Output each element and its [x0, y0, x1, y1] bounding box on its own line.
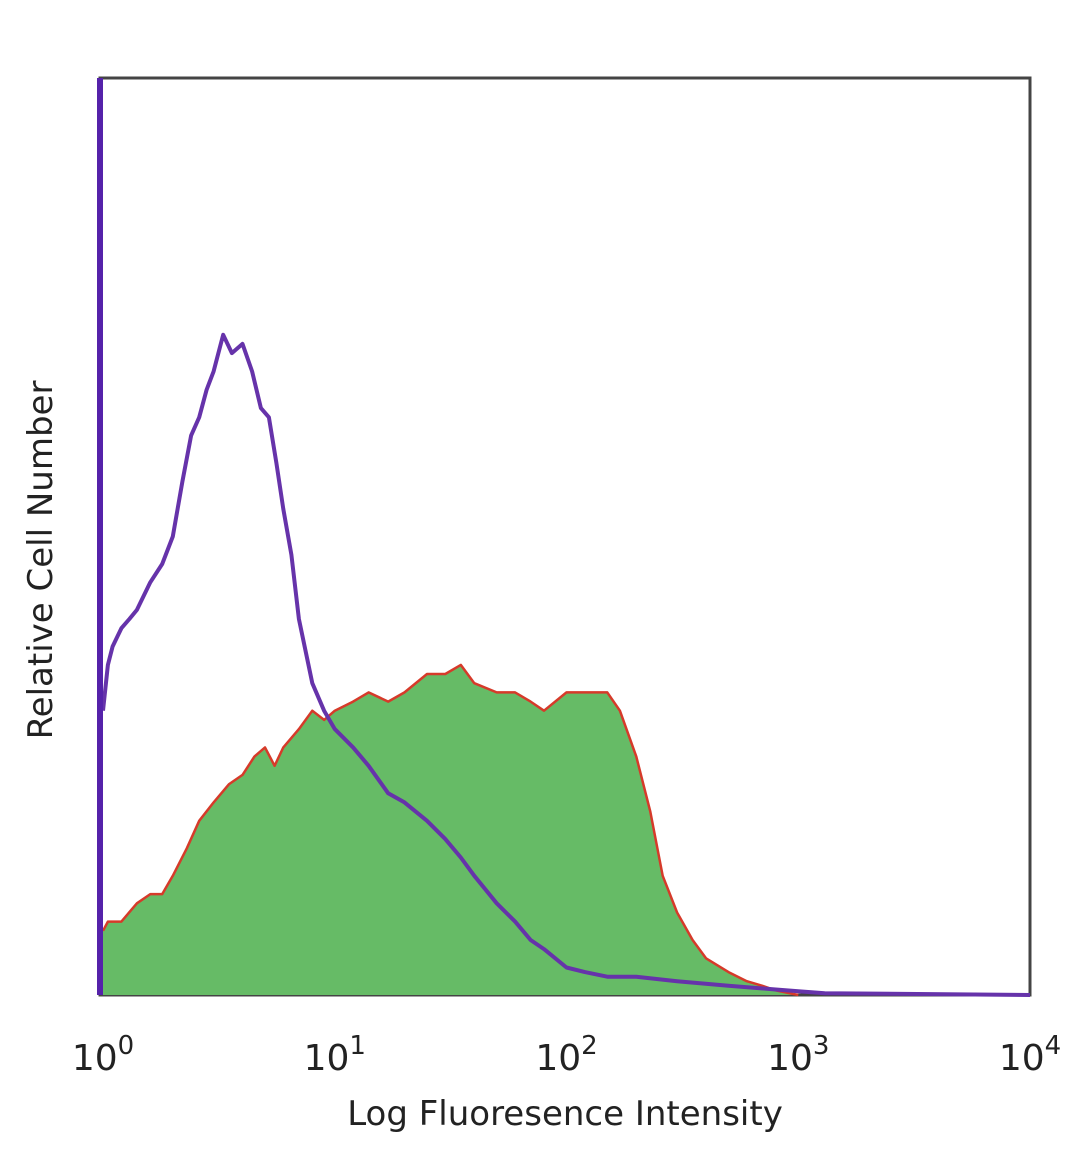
x-tick-exponent-2: 2: [581, 1031, 598, 1061]
x-tick-base-3: 10: [767, 1038, 813, 1079]
x-tick-base-1: 10: [304, 1038, 350, 1079]
x-tick-label-2: 102: [535, 1031, 597, 1079]
x-tick-exponent-1: 1: [349, 1031, 366, 1061]
series-1-line: [101, 332, 1031, 997]
x-tick-label-3: 103: [767, 1031, 829, 1079]
left-axis-line: [97, 78, 103, 995]
x-tick-base-2: 10: [535, 1038, 581, 1079]
series-0-line: [101, 663, 799, 997]
y-axis-title: Relative Cell Number: [21, 381, 61, 740]
x-tick-base-4: 10: [999, 1038, 1045, 1079]
x-tick-base-0: 10: [72, 1038, 118, 1079]
x-tick-label-4: 104: [999, 1031, 1061, 1079]
series-0-fill: [103, 664, 799, 995]
x-tick-label-1: 101: [304, 1031, 366, 1079]
x-tick-labels: 100 101 102 103 104: [72, 1031, 1061, 1079]
x-tick-exponent-4: 4: [1045, 1031, 1062, 1061]
x-tick-label-0: 100: [72, 1031, 134, 1079]
x-tick-exponent-3: 3: [813, 1031, 830, 1061]
x-tick-exponent-0: 0: [118, 1031, 135, 1061]
series-layer: [101, 332, 1031, 997]
x-axis-title: Log Fluoresence Intensity: [347, 1094, 783, 1134]
